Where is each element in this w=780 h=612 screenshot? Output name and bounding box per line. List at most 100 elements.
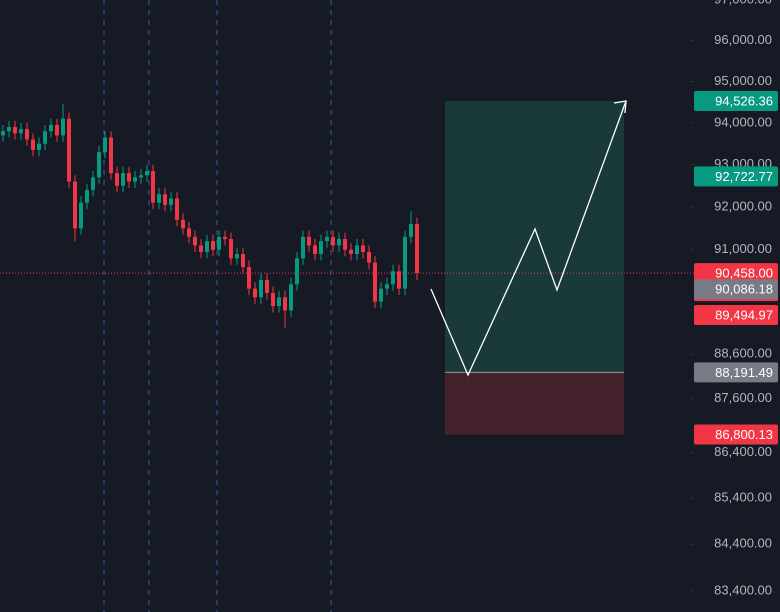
candle-body [247,266,251,289]
y-tick-label: 96,000.00 [714,32,772,47]
candle-body [187,228,191,237]
candle-body [355,245,359,255]
y-tick-label: 86,400.00 [714,444,772,459]
candle-body [397,271,401,289]
candle-body [229,239,233,259]
y-tick-label: 87,600.00 [714,390,772,405]
candle-body [13,127,17,134]
candle-body [205,241,209,252]
candle-body [193,236,197,246]
price-label-bg [694,91,778,112]
candle-body [211,241,215,250]
candle-body [277,297,281,307]
candle-body [319,241,323,255]
candle-body [133,177,137,182]
candle-body [97,152,101,178]
candle-body [157,194,161,203]
y-tick-label: 97,000.00 [714,0,772,6]
candle-body [91,177,95,191]
candle-body [343,239,347,250]
candle-body [73,181,77,229]
candle-body [31,139,35,151]
candle-body [25,129,29,140]
y-tick-label: 83,400.00 [714,582,772,597]
candle-body [181,219,185,229]
projection-arrowhead [613,100,627,114]
candle-body [409,224,413,237]
profit-zone [445,101,624,373]
candle-body [85,190,89,203]
price-label: 94,526.36 [715,93,773,108]
price-label: 89,494.97 [715,307,773,322]
candle-body [7,127,11,132]
candle-body [151,171,155,203]
candle-body [109,137,113,174]
candle-body [61,118,65,136]
candle-body [67,118,71,182]
candle-body [253,288,257,298]
candle-body [265,279,269,293]
candle-body [169,198,173,205]
candle-body [289,284,293,311]
candle-body [283,297,287,311]
projection-path [430,100,627,377]
candle-body [403,236,407,289]
loss-zone [445,372,624,435]
candle-body [373,262,377,302]
price-label: 92,722.77 [715,169,773,184]
y-tick-label: 84,400.00 [714,536,772,551]
candle-body [121,173,125,186]
candle-body [313,245,317,255]
candle-body [145,171,149,176]
candle-body [325,236,329,242]
candle-body [139,175,143,178]
price-label-bg [694,304,778,325]
price-label-bg [694,279,778,300]
candle-body [349,249,353,255]
candle-body [331,236,335,246]
price-label: 90,458.00 [715,266,773,281]
candle-body [307,236,311,246]
candle-body [271,292,275,307]
price-label: 86,800.13 [715,427,773,442]
candle-body [217,236,221,250]
y-tick-label: 95,000.00 [714,73,772,88]
candle-body [175,198,179,220]
candle-body [295,258,299,285]
candle-body [55,124,59,136]
y-tick-label: 88,600.00 [714,346,772,361]
candle-body [127,173,131,182]
price-label-bg [694,166,778,187]
candle-body [223,236,227,240]
candle-body [379,288,383,302]
candle-body [337,239,341,246]
candle-body [391,271,395,285]
candle-body [361,245,365,252]
candle-body [235,254,239,259]
price-label-bg [694,424,778,445]
candle-body [301,236,305,259]
candle-body [199,245,203,252]
candle-body [49,124,53,132]
candle-body [79,202,83,229]
y-tick-label: 91,000.00 [714,241,772,256]
session-lines [103,0,332,612]
candle-body [415,224,419,274]
candle-body [385,284,389,289]
candle-body [1,131,5,136]
candle-body [19,129,23,134]
candle-body [241,254,245,267]
candle-body [115,173,119,186]
price-label: 88,191.49 [715,365,773,380]
candle-body [367,251,371,263]
price-label-bg [694,362,778,383]
price-label: 90,086.18 [715,282,773,297]
candle-body [163,194,167,205]
candle-body [37,143,41,151]
candle-body [259,279,263,298]
y-tick-label: 85,400.00 [714,490,772,505]
candle-body [43,131,47,144]
